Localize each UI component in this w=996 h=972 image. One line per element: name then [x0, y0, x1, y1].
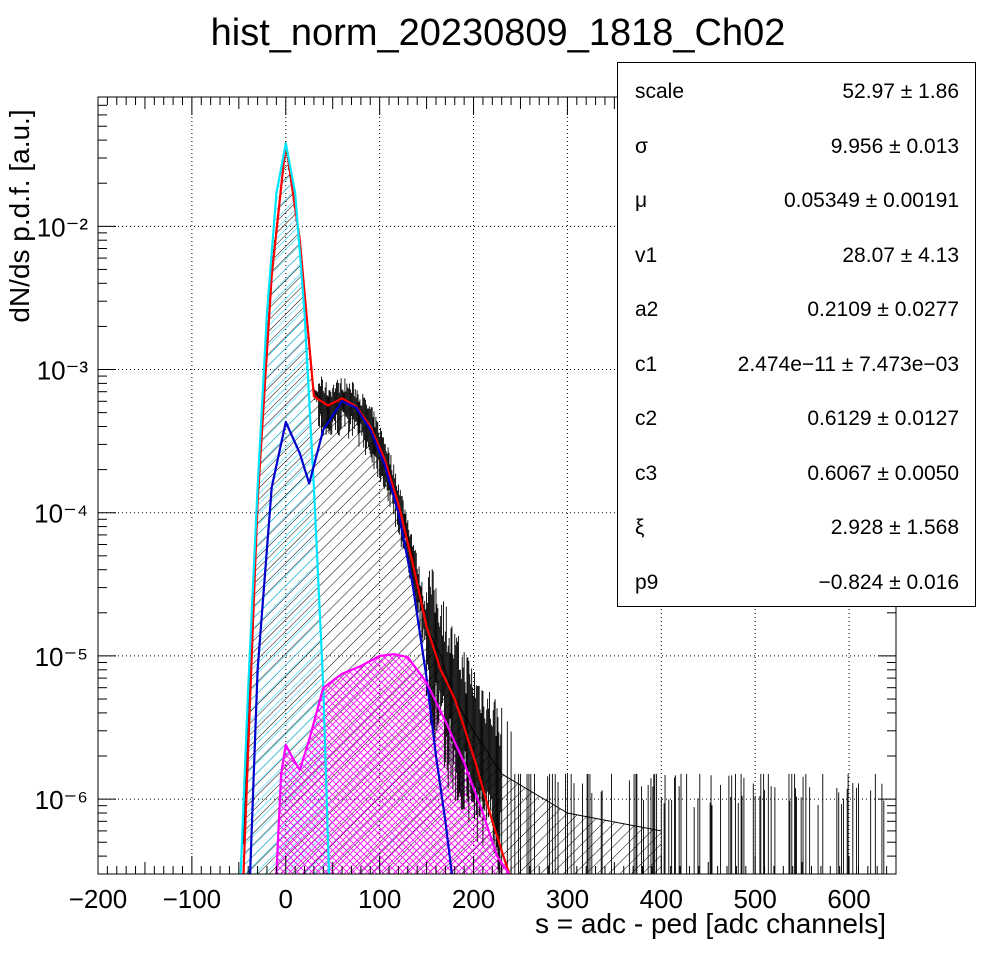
stat-name: c3: [635, 461, 658, 485]
x-tick-label: 500: [733, 884, 776, 914]
stat-row: scale 52.97 ± 1.86: [618, 80, 975, 110]
y-tick-label: 10⁻⁵: [35, 642, 88, 672]
chart-title: hist_norm_20230809_1818_Ch02: [210, 12, 786, 54]
stat-row: c3 0.6067 ± 0.0050: [618, 462, 975, 492]
stat-name: a2: [635, 298, 659, 321]
stat-name: scale: [635, 80, 685, 103]
stat-name: μ: [635, 189, 648, 212]
x-tick-label: −100: [163, 884, 222, 914]
y-tick-label: 10⁻⁴: [34, 499, 88, 529]
x-tick-label: 300: [546, 884, 589, 914]
series-fill-2: [240, 143, 329, 875]
series-line-2: [239, 142, 331, 875]
stat-row: μ 0.05349 ± 0.00191: [618, 189, 975, 219]
stat-row: c2 0.6129 ± 0.0127: [618, 407, 975, 437]
stat-name: v1: [635, 243, 658, 267]
series-line-3: [249, 400, 453, 875]
stat-row: p9 −0.824 ± 0.016: [618, 571, 975, 601]
stat-value: 0.2109 ± 0.0277: [807, 298, 959, 321]
stat-value: 52.97 ± 1.86: [842, 80, 959, 103]
series-lines: [239, 142, 662, 875]
series-fill-4: [276, 654, 510, 874]
x-tick-label: 100: [358, 884, 401, 914]
x-tick-label: 200: [452, 884, 495, 914]
x-tick-label: 600: [827, 884, 870, 914]
x-tick-label: 400: [640, 884, 683, 914]
stat-value: 0.6129 ± 0.0127: [807, 407, 959, 430]
stat-value: 2.474e−11 ± 7.473e−03: [737, 352, 959, 376]
y-tick-label: 10⁻³: [37, 356, 89, 386]
y-tick-label: 10⁻²: [37, 212, 89, 242]
y-tick-label: 10⁻⁶: [35, 785, 88, 815]
x-tick-label: 0: [279, 884, 293, 914]
stat-value: 28.07 ± 4.13: [842, 243, 959, 267]
y-axis-label: dN/ds p.d.f. [a.u.]: [4, 109, 35, 323]
stat-row: a2 0.2109 ± 0.0277: [618, 298, 975, 328]
stat-name: σ: [635, 134, 648, 158]
stat-row: σ 9.956 ± 0.013: [618, 135, 975, 165]
series-fills: [240, 143, 662, 875]
stat-value: 9.956 ± 0.013: [830, 134, 959, 158]
x-tick-label: −200: [69, 884, 128, 914]
stat-row: v1 28.07 ± 4.13: [618, 244, 975, 274]
stat-name: c1: [635, 352, 658, 376]
stat-value: 0.05349 ± 0.00191: [783, 189, 959, 212]
x-axis-label: s = adc - ped [adc channels]: [535, 908, 886, 939]
stat-value: 0.6067 ± 0.0050: [807, 461, 959, 485]
stat-name: c2: [635, 407, 658, 430]
stat-row: c1 2.474e−11 ± 7.473e−03: [618, 353, 975, 383]
stat-name: p9: [635, 570, 659, 594]
stat-value: 2.928 ± 1.568: [830, 516, 959, 539]
stat-value: −0.824 ± 0.016: [818, 570, 959, 594]
stat-name: ξ: [635, 516, 645, 539]
stat-row: ξ 2.928 ± 1.568: [618, 516, 975, 546]
series-line-4: [275, 653, 511, 875]
axis-ticks: −200 −100 0 100 200 300 400 500 600 10⁻⁶ 10⁻⁵ 10⁻⁴ 1…: [34, 96, 897, 914]
fit-stats-box: scale 52.97 ± 1.86 σ 9.956 ± 0.013 μ 0.05349 …: [617, 62, 976, 607]
